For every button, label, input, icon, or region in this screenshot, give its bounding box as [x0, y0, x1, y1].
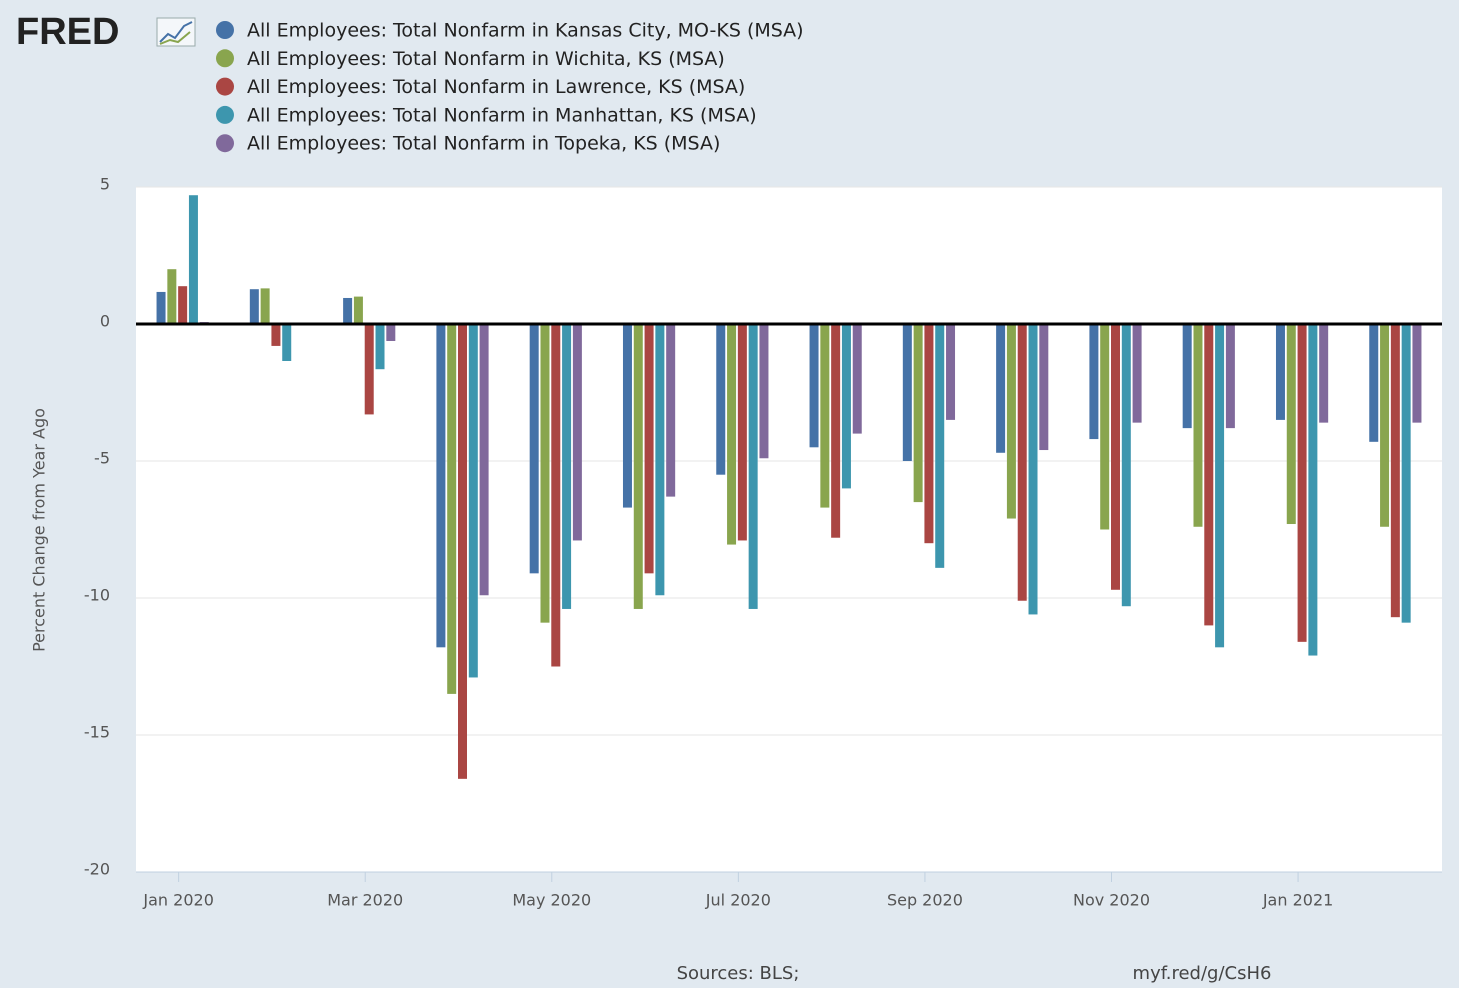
bar: [1204, 324, 1214, 626]
logo-icon: [156, 17, 196, 47]
bar: [727, 324, 737, 545]
bar: [1039, 324, 1049, 451]
bar: [1401, 324, 1411, 623]
bar: [282, 324, 292, 361]
bar: [260, 288, 270, 324]
y-tick-label: -20: [84, 860, 110, 879]
plot-area: [136, 187, 1442, 872]
bar: [946, 324, 956, 420]
bar: [748, 324, 758, 609]
bar: [1193, 324, 1203, 527]
x-tick-label: Jan 2021: [1262, 891, 1333, 910]
bar: [167, 269, 177, 324]
y-tick-label: 0: [100, 312, 110, 331]
bar: [831, 324, 841, 538]
legend-label: All Employees: Total Nonfarm in Lawrence…: [247, 76, 745, 98]
bar: [913, 324, 923, 503]
bar: [633, 324, 643, 609]
bar: [1100, 324, 1110, 530]
bar: [1225, 324, 1235, 429]
bar: [622, 324, 632, 508]
bar: [1132, 324, 1142, 423]
y-tick-label: -15: [84, 723, 110, 742]
bar: [375, 324, 385, 370]
brand-logo[interactable]: FRED: [16, 11, 119, 53]
bar: [1297, 324, 1307, 642]
x-tick-label: May 2020: [512, 891, 591, 910]
bar: [468, 324, 478, 678]
bar: [716, 324, 726, 475]
x-tick-label: Nov 2020: [1073, 891, 1150, 910]
y-tick-label: -5: [94, 449, 110, 468]
bar: [1380, 324, 1390, 527]
bar: [1182, 324, 1192, 429]
bar: [479, 324, 489, 596]
bar: [1286, 324, 1296, 525]
legend-marker: [216, 105, 234, 124]
bar: [1275, 324, 1285, 420]
y-tick-label: -10: [84, 586, 110, 605]
bar: [156, 291, 166, 324]
legend-marker: [216, 49, 234, 68]
bar: [249, 289, 259, 324]
legend-label: All Employees: Total Nonfarm in Topeka, …: [247, 133, 720, 155]
bar: [551, 324, 561, 667]
bar: [343, 297, 353, 324]
bar: [188, 195, 198, 324]
legend-marker: [216, 134, 234, 153]
bar: [841, 324, 851, 489]
short-url[interactable]: myf.red/g/CsH6: [1133, 963, 1272, 984]
bar: [737, 324, 747, 541]
bar: [1089, 324, 1099, 440]
bar: [996, 324, 1006, 453]
x-tick-label: Sep 2020: [887, 891, 963, 910]
legend-label: All Employees: Total Nonfarm in Kansas C…: [247, 20, 804, 42]
bar: [935, 324, 945, 568]
bar: [436, 324, 446, 648]
bar: [458, 324, 467, 779]
bar: [1308, 324, 1318, 656]
x-tick-label: Jan 2020: [142, 891, 213, 910]
bar: [655, 324, 665, 596]
legend-marker: [216, 77, 234, 96]
bar: [271, 324, 281, 346]
bar: [447, 324, 457, 694]
bar: [820, 324, 830, 508]
y-tick-label: 5: [100, 175, 110, 194]
bar: [353, 296, 363, 324]
bar: [572, 324, 582, 541]
bar: [1369, 324, 1379, 442]
bar: [364, 324, 374, 415]
bar: [1121, 324, 1131, 607]
bar: [809, 324, 819, 448]
bar: [1319, 324, 1329, 423]
bar: [1412, 324, 1422, 423]
x-tick-label: Jul 2020: [705, 891, 771, 910]
bar: [562, 324, 572, 609]
bar: [1111, 324, 1120, 590]
bar: [529, 324, 539, 574]
bar: [1390, 324, 1400, 618]
bar: [1028, 324, 1038, 615]
bar: [540, 324, 550, 623]
x-tick-label: Mar 2020: [327, 891, 403, 910]
bar: [1006, 324, 1016, 519]
bar: [759, 324, 769, 459]
bar: [1017, 324, 1027, 601]
bar: [924, 324, 934, 544]
legend-marker: [216, 21, 234, 39]
bar: [178, 286, 188, 324]
bar: [852, 324, 862, 434]
bar: [902, 324, 912, 461]
y-axis-label: Percent Change from Year Ago: [30, 408, 49, 652]
source-note: Sources: BLS;: [677, 963, 800, 984]
bar: [386, 324, 396, 341]
legend-label: All Employees: Total Nonfarm in Wichita,…: [247, 48, 725, 70]
bar: [1215, 324, 1225, 648]
bar: [644, 324, 654, 574]
legend-label: All Employees: Total Nonfarm in Manhatta…: [247, 104, 757, 126]
bar: [666, 324, 676, 497]
